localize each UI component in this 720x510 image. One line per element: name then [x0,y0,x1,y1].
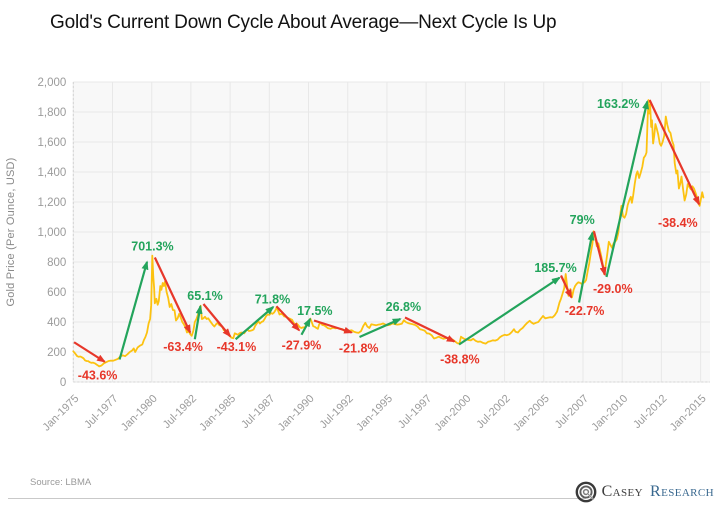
y-tick-label: 1,200 [38,197,67,209]
y-tick-label: 200 [47,347,66,359]
x-tick-label: Jan-1975 [40,393,81,434]
y-tick-label: 1,000 [38,227,67,239]
down-cycle-arrow [275,305,301,332]
cycle-percent-label: 17.5% [297,304,332,318]
up-cycle-arrow [118,260,149,360]
down-cycle-arrow [404,316,456,343]
down-cycle-arrow [73,341,106,363]
page-title: Gold's Current Down Cycle About Average—… [50,12,557,33]
y-tick-label: 1,800 [38,107,67,119]
cycle-percent-label: -29.0% [593,282,633,296]
cycle-percent-label: -27.9% [282,338,322,352]
down-cycle-arrow [648,99,701,206]
y-tick-label: 0 [60,377,66,389]
brand-logo: Casey Research [574,480,714,504]
cycle-percent-label: 163.2% [597,97,639,111]
cycle-percent-label: 65.1% [187,289,222,303]
y-axis-title: Gold Price (Per Ounce, USD) [5,157,17,306]
down-cycle-arrow [153,257,192,334]
up-cycle-arrow [234,306,275,341]
up-cycle-arrow [193,304,203,340]
y-tick-label: 400 [47,317,66,329]
x-tick-label: Jul-1977 [82,393,120,431]
x-tick-label: Jul-2007 [553,393,591,431]
cycle-percent-label: -38.4% [658,216,698,230]
y-tick-label: 1,600 [38,137,67,149]
cycle-percent-label: -43.6% [78,368,118,382]
casey-research-swirl-icon [575,481,596,503]
up-cycle-arrow [577,231,595,303]
x-tick-label: Jul-1997 [396,393,434,431]
y-tick-label: 2,000 [38,77,67,89]
x-tick-label: Jan-1990 [276,393,317,434]
up-cycle-arrow [605,100,649,278]
x-tick-label: Jan-2005 [511,393,552,434]
up-cycle-arrow [458,276,561,346]
x-tick-label: Jul-1992 [318,393,356,431]
cycle-percent-label: 79% [570,213,595,227]
down-cycle-arrow [592,230,607,277]
cycle-percent-label: 185.7% [534,261,576,275]
cycle-percent-label: -22.7% [565,304,605,318]
footer-divider [8,498,586,499]
x-tick-label: Jul-2012 [631,393,669,431]
cycle-percent-label: -63.4% [163,340,203,354]
brand-word-casey: Casey [601,483,643,500]
x-tick-label: Jan-2015 [668,393,709,434]
source-note: Source: LBMA [30,477,92,488]
cycle-percent-label: -38.8% [440,353,480,367]
cycle-percent-label: -43.1% [217,340,257,354]
up-cycle-arrow [300,317,312,336]
down-cycle-arrow [560,275,573,299]
x-tick-label: Jan-1985 [197,393,238,434]
y-tick-label: 1,400 [38,167,67,179]
down-cycle-arrow [202,303,232,338]
up-cycle-arrow [359,317,402,339]
down-cycle-arrow [313,319,354,334]
x-tick-label: Jul-1982 [161,393,199,431]
cycle-percent-label: 26.8% [386,300,421,314]
x-tick-label: Jul-1987 [239,393,277,431]
cycle-percent-label: 71.8% [255,293,290,307]
cycle-percent-label: 701.3% [131,239,173,253]
x-tick-label: Jan-1980 [119,393,160,434]
y-tick-label: 600 [47,287,66,299]
x-tick-label: Jan-1995 [354,393,395,434]
brand-word-research: Research [650,483,714,500]
x-tick-label: Jul-2002 [474,393,512,431]
x-tick-label: Jan-2000 [433,393,474,434]
cycle-percent-label: -21.8% [339,341,379,355]
y-tick-label: 800 [47,257,66,269]
x-tick-label: Jan-2010 [589,393,630,434]
